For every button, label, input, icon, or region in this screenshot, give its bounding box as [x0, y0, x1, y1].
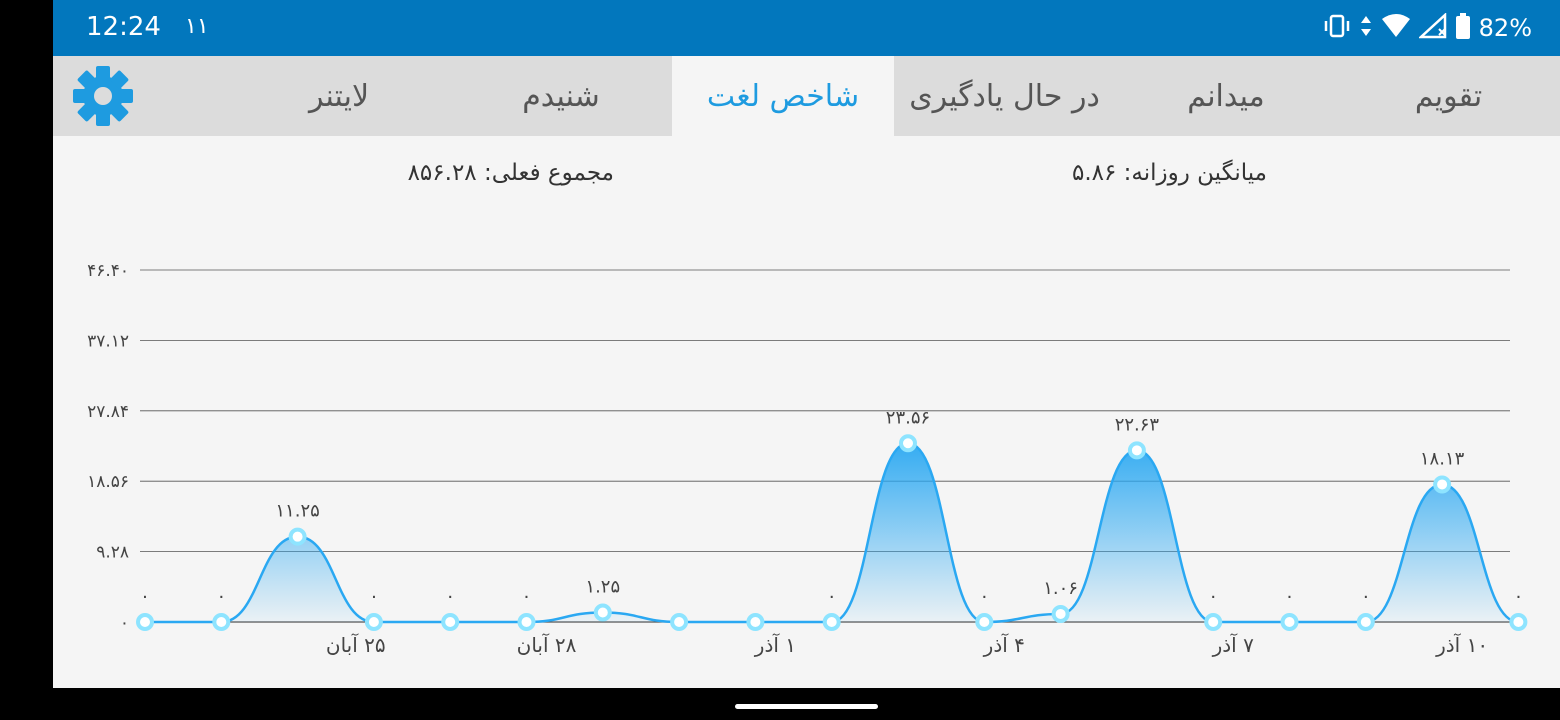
data-point[interactable]: [746, 613, 765, 631]
data-point[interactable]: [822, 613, 841, 631]
svg-text:4: 4: [1401, 27, 1407, 38]
status-icons: 4 82%: [1323, 10, 1532, 46]
vibrate-icon: [1323, 13, 1351, 43]
data-label: ۰: [445, 586, 455, 607]
data-point[interactable]: [1204, 613, 1223, 631]
tab-calendar[interactable]: تقویم: [1414, 78, 1483, 114]
settings-button[interactable]: [71, 64, 135, 128]
data-point[interactable]: [212, 613, 231, 631]
data-point[interactable]: [1127, 441, 1146, 460]
data-label: ۲۲.۶۳: [1115, 414, 1160, 435]
y-tick-label: ۱۸.۵۶: [87, 472, 129, 492]
wifi-icon: 4: [1381, 13, 1411, 43]
data-point[interactable]: [517, 613, 536, 631]
data-label: ۰: [1208, 586, 1218, 607]
series-area: [145, 443, 1519, 622]
data-label: ۰: [979, 586, 989, 607]
x-tick-label: ۷ آذر: [1212, 632, 1254, 657]
data-label: ۰: [1514, 586, 1524, 607]
data-label: ۰: [1285, 586, 1295, 607]
y-tick-label: ۹.۲۸: [96, 543, 129, 563]
daily-average: میانگین روزانه: ۵.۸۶: [1071, 160, 1267, 186]
tab-heard[interactable]: شنیدم: [522, 78, 600, 114]
x-tick-label: ۲۸ آبان: [517, 632, 577, 657]
y-tick-label: ۴۶.۴۰: [87, 261, 129, 281]
status-bar: 12:24 ۱۱ 4: [53, 0, 1560, 56]
status-time: 12:24: [86, 12, 161, 42]
data-point[interactable]: [364, 613, 383, 631]
data-point[interactable]: [136, 613, 154, 631]
data-label: ۰: [522, 586, 532, 607]
data-point[interactable]: [1356, 613, 1375, 631]
notification-count: ۱۱: [185, 14, 209, 39]
gear-icon: [73, 66, 133, 126]
tab-leitner[interactable]: لایتنر: [308, 78, 370, 114]
data-label: ۰: [1361, 586, 1371, 607]
battery-icon: [1455, 12, 1471, 44]
signal-icon: [1417, 12, 1447, 43]
data-label: ۰: [216, 586, 226, 607]
data-point[interactable]: [288, 527, 307, 546]
y-tick-label: ۳۷.۱۲: [87, 331, 129, 351]
data-point[interactable]: [593, 603, 612, 622]
data-label: ۱.۲۵: [585, 577, 620, 598]
x-tick-label: ۲۵ آبان: [326, 632, 386, 657]
data-point[interactable]: [1509, 613, 1528, 631]
y-tick-label: ۲۷.۸۴: [87, 402, 129, 422]
tab-learning[interactable]: در حال یادگیری: [909, 78, 1100, 114]
data-label: ۲۳.۵۶: [886, 407, 930, 428]
data-label: ۱۱.۲۵: [275, 501, 319, 522]
data-label: ۱۸.۱۳: [1420, 448, 1465, 469]
data-label: ۰: [827, 586, 837, 607]
data-point[interactable]: [975, 613, 994, 631]
x-tick-label: ۱ آذر: [754, 632, 796, 657]
data-label: ۰: [140, 586, 150, 607]
app-screen: 12:24 ۱۱ 4: [53, 0, 1560, 688]
nav-gesture-handle[interactable]: [735, 704, 878, 709]
data-label: ۱.۰۶: [1043, 578, 1078, 599]
data-point[interactable]: [1433, 475, 1452, 494]
data-point[interactable]: [670, 613, 689, 631]
data-arrows-icon: [1359, 13, 1373, 43]
y-tick-label: ۰: [120, 613, 129, 633]
data-point[interactable]: [899, 434, 917, 453]
data-point[interactable]: [1051, 604, 1070, 623]
data-point[interactable]: [1280, 613, 1299, 631]
x-tick-label: ۱۰ آذر: [1435, 632, 1488, 657]
data-point[interactable]: [441, 613, 460, 631]
data-label: ۰: [369, 586, 379, 607]
battery-percent: 82%: [1478, 14, 1532, 42]
tab-bar: تقویم میدانم در حال یادگیری شاخص لغت شنی…: [53, 56, 1560, 136]
current-total: مجموع فعلی: ۸۵۶.۲۸: [407, 160, 614, 186]
tab-word-index[interactable]: شاخص لغت: [672, 56, 894, 136]
x-tick-label: ۴ آذر: [983, 632, 1025, 657]
tab-known[interactable]: میدانم: [1187, 78, 1265, 114]
